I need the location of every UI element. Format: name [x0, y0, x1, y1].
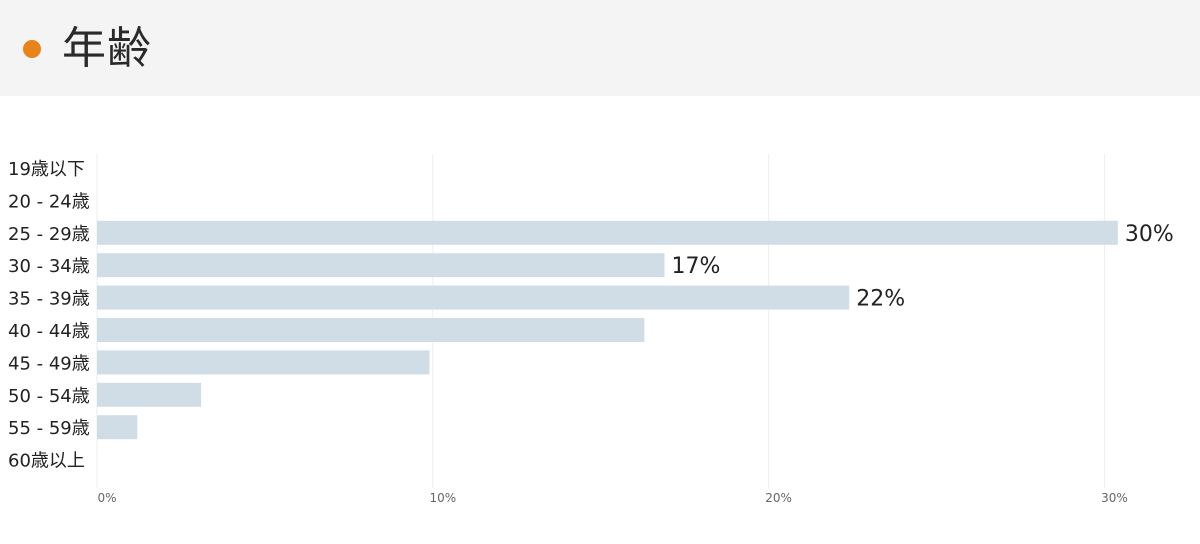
bars — [97, 220, 1118, 440]
category-label: 40 - 44歳 — [8, 321, 90, 342]
category-label: 30 - 34歳 — [8, 256, 90, 277]
bar — [97, 220, 1118, 245]
x-tick-label: 20% — [765, 491, 792, 505]
bar — [97, 253, 665, 278]
section-title: 年齢 — [62, 23, 152, 74]
bar — [97, 318, 645, 342]
category-labels: 19歳以下 20 - 24歳 25 - 29歳 30 - 34歳 35 - 39歳 40 … — [8, 159, 90, 472]
category-label: 20 - 24歳 — [8, 191, 90, 212]
data-label: 17% — [672, 254, 721, 279]
bar — [97, 382, 202, 407]
bar — [97, 285, 850, 310]
category-label: 19歳以下 — [8, 159, 85, 180]
category-label: 35 - 39歳 — [8, 289, 90, 310]
bar — [97, 350, 430, 375]
bullet-dot-icon — [23, 40, 41, 58]
data-label: 22% — [856, 287, 905, 312]
x-tick-label: 10% — [429, 491, 456, 505]
bar — [97, 415, 138, 440]
age-bar-chart: 19歳以下 20 - 24歳 25 - 29歳 30 - 34歳 35 - 39歳 40 … — [8, 154, 1174, 505]
x-tick-label: 30% — [1101, 491, 1128, 505]
data-labels: 30% 17% 22% — [672, 222, 1174, 312]
section-header: 年齢 — [0, 0, 1200, 96]
x-tick-labels: 0% 10% 20% 30% — [97, 491, 1127, 505]
data-label: 30% — [1125, 222, 1174, 247]
category-label: 55 - 59歳 — [8, 418, 90, 439]
category-label: 50 - 54歳 — [8, 386, 90, 407]
category-label: 60歳以上 — [8, 451, 85, 472]
category-label: 25 - 29歳 — [8, 224, 90, 245]
category-label: 45 - 49歳 — [8, 353, 90, 374]
x-tick-label: 0% — [97, 491, 116, 505]
